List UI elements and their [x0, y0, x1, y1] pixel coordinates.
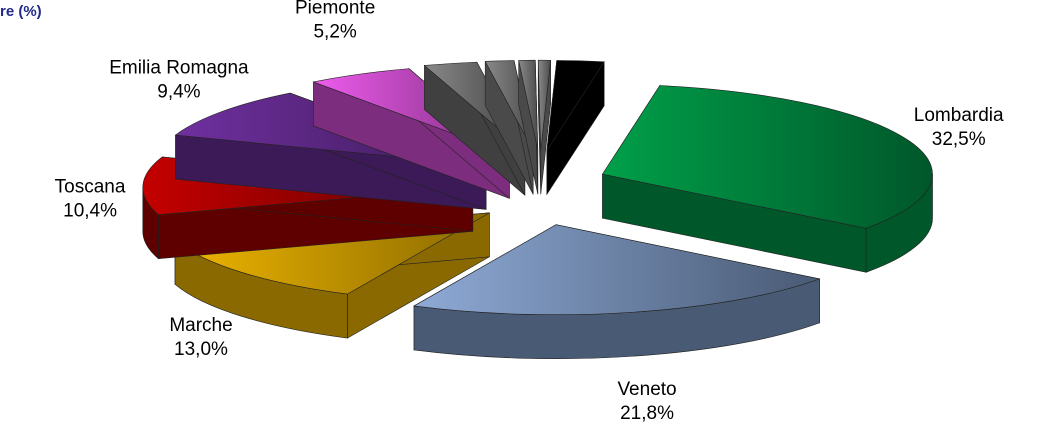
slice-top [546, 60, 605, 151]
slice-label-piemonte: Piemonte [295, 0, 375, 18]
slice-top [518, 59, 539, 151]
slice-other-8 [518, 59, 539, 195]
slice-value-lombardia: 32,5% [932, 129, 986, 150]
slice-lombardia [602, 84, 933, 273]
slice-veneto [413, 224, 821, 360]
slice-top [484, 60, 534, 151]
slice-top [602, 85, 933, 229]
slice-label-emilia-romagna: Emilia Romagna [109, 58, 249, 79]
slice-label-lombardia: Lombardia [914, 105, 1004, 126]
slice-other-10 [546, 60, 605, 196]
slice-value-toscana: 10,4% [63, 200, 117, 221]
slice-top [537, 59, 551, 151]
slice-other-9 [537, 59, 551, 195]
slice-top [413, 224, 821, 316]
slice-label-toscana: Toscana [55, 176, 126, 197]
slice-value-piemonte: 5,2% [313, 21, 356, 42]
slice-value-marche: 13,0% [174, 339, 228, 360]
chart-title: re (%) [0, 3, 42, 20]
slice-label-marche: Marche [169, 315, 232, 336]
slice-label-veneto: Veneto [617, 379, 676, 400]
slice-value-emilia-romagna: 9,4% [157, 82, 200, 103]
slice-value-veneto: 21,8% [620, 403, 674, 424]
